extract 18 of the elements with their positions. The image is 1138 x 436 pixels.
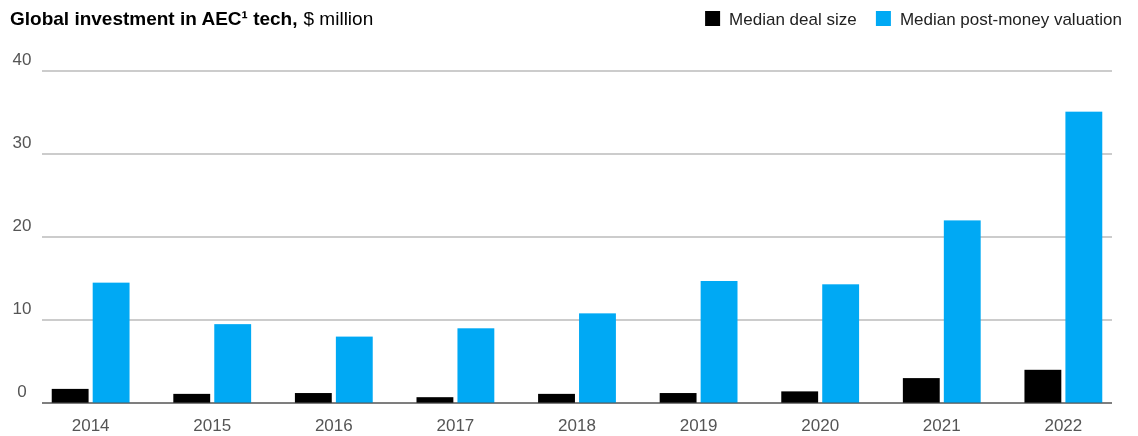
y-tick-label: 10 — [12, 299, 32, 318]
x-tick-label: 2017 — [436, 416, 475, 435]
x-tick-label: 2021 — [922, 416, 961, 435]
legend-label: Median deal size — [729, 10, 857, 29]
x-tick-label: 2022 — [1044, 416, 1083, 435]
y-tick-label: 40 — [12, 50, 32, 69]
y-tick-label: 0 — [17, 382, 27, 401]
y-tick-label: 30 — [12, 133, 32, 152]
x-tick-label: 2019 — [679, 416, 718, 435]
x-tick-label: 2020 — [801, 416, 840, 435]
x-tick-label: 2016 — [314, 416, 353, 435]
chart-subtitle: $ million — [303, 8, 374, 29]
x-tick-label: 2015 — [193, 416, 232, 435]
legend-label: Median post-money valuation — [899, 10, 1122, 29]
y-tick-label: 20 — [12, 216, 32, 235]
x-tick-label: 2014 — [71, 416, 110, 435]
x-tick-label: 2018 — [558, 416, 596, 435]
chart-title: Global investment in AEC¹ tech, — [10, 8, 298, 29]
